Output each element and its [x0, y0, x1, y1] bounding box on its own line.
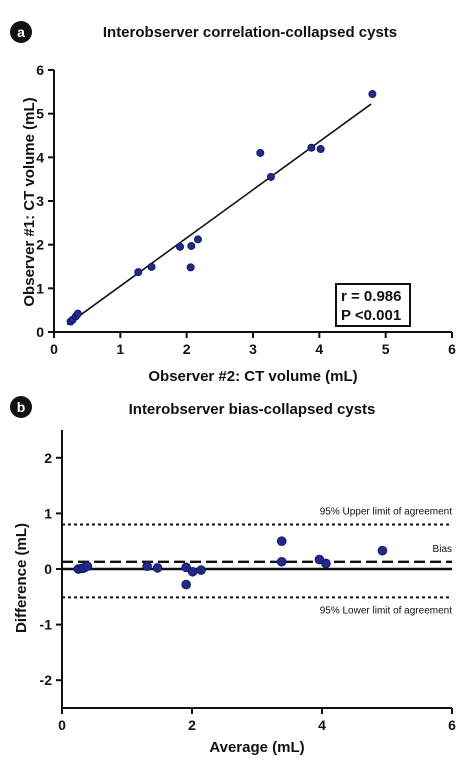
- data-point: [377, 545, 388, 556]
- data-point: [142, 561, 152, 572]
- panel-b-axes: [56, 430, 453, 714]
- data-point: [276, 556, 287, 567]
- data-point: [187, 241, 196, 250]
- panel-b-y-tick-label: 2: [44, 450, 52, 466]
- regression-line: [66, 103, 372, 326]
- panel-a-axes: [48, 69, 453, 338]
- panel-b-x-tick-label: 0: [58, 717, 66, 733]
- data-point: [152, 563, 163, 573]
- panel-a-y-tick-label: 6: [36, 62, 44, 78]
- panel-b-y-tick-label: 1: [44, 505, 52, 521]
- data-point: [176, 242, 185, 251]
- panel-b-y-tick-label: -2: [40, 672, 53, 688]
- panel-a-y-tick-label: 4: [36, 149, 44, 165]
- panel-a-y-tick-label: 3: [36, 193, 44, 209]
- stat-r-value: r = 0.986: [341, 288, 401, 305]
- panel-a-title: Interobserver correlation-collapsed cyst…: [103, 24, 397, 41]
- data-point: [266, 172, 275, 181]
- panel-a-x-tick-label: 3: [249, 341, 257, 357]
- upper-limit-label: 95% Upper limit of agreement: [320, 507, 453, 518]
- panel-a-y-axis-label: Observer #1: CT volume (mL): [21, 97, 38, 306]
- panel-b-y-tick-label: -1: [40, 617, 53, 633]
- panel-a-correlation-chart: a Interobserver correlation-collapsed cy…: [10, 21, 456, 385]
- panel-b-reference-lines: [62, 523, 452, 599]
- data-point: [73, 309, 82, 318]
- panel-a-x-tick-label: 0: [50, 341, 58, 357]
- data-point: [82, 561, 93, 572]
- data-point: [181, 562, 191, 573]
- panel-b-x-tick-label: 2: [188, 717, 196, 733]
- panel-b-y-axis-label: Difference (mL): [13, 523, 30, 633]
- panel-a-stats-box: r = 0.986 P <0.001: [335, 283, 411, 327]
- panel-b-tick-labels: 0 2 4 6 -2 -1 0 1 2: [40, 450, 457, 733]
- data-point: [134, 268, 143, 277]
- panel-a-x-axis-label: Observer #2: CT volume (mL): [148, 368, 357, 385]
- panel-a-x-tick-label: 5: [382, 341, 390, 357]
- data-point: [196, 565, 206, 575]
- panel-a-tick-labels: 0 1 2 3 4 5 6 0 1 2 3 4 5 6: [36, 62, 456, 357]
- data-point: [193, 235, 202, 244]
- panel-b-bias-chart: b Interobserver bias-collapsed cysts Dif…: [10, 396, 456, 756]
- data-point: [321, 558, 331, 569]
- data-point: [186, 263, 195, 272]
- panel-a-x-tick-label: 1: [116, 341, 124, 357]
- panel-a-data-points: [66, 90, 377, 326]
- panel-b-x-axis-label: Average (mL): [209, 739, 304, 756]
- panel-a-y-tick-label: 2: [36, 237, 44, 253]
- panel-a-x-tick-label: 4: [315, 341, 323, 357]
- panel-a-y-tick-label: 1: [36, 280, 44, 296]
- data-point: [147, 262, 156, 271]
- panel-a-badge-label: a: [17, 24, 25, 40]
- data-point: [276, 536, 287, 546]
- data-point: [181, 579, 191, 590]
- panel-b-title: Interobserver bias-collapsed cysts: [129, 401, 376, 418]
- panel-b-data-points: [73, 536, 388, 590]
- panel-b-badge-label: b: [17, 399, 26, 415]
- data-point: [256, 148, 265, 157]
- panel-b-y-tick-label: 0: [44, 561, 52, 577]
- panel-a-x-tick-label: 2: [183, 341, 191, 357]
- data-point: [307, 143, 316, 152]
- stats-box-frame: [335, 283, 411, 327]
- lower-limit-label: 95% Lower limit of agreement: [320, 605, 453, 616]
- data-point: [187, 566, 198, 577]
- bias-label: Bias: [433, 544, 452, 555]
- panel-a-x-tick-label: 6: [448, 341, 456, 357]
- data-point: [316, 145, 325, 154]
- panel-b-x-tick-label: 6: [448, 717, 456, 733]
- data-point: [368, 90, 377, 99]
- panel-b-x-tick-label: 4: [318, 717, 326, 733]
- panel-a-y-tick-label: 5: [36, 106, 44, 122]
- panel-b-badge: [10, 396, 32, 418]
- panel-a-y-tick-label: 0: [36, 324, 44, 340]
- panel-a-badge: [10, 21, 32, 43]
- stat-p-value: P <0.001: [341, 307, 401, 324]
